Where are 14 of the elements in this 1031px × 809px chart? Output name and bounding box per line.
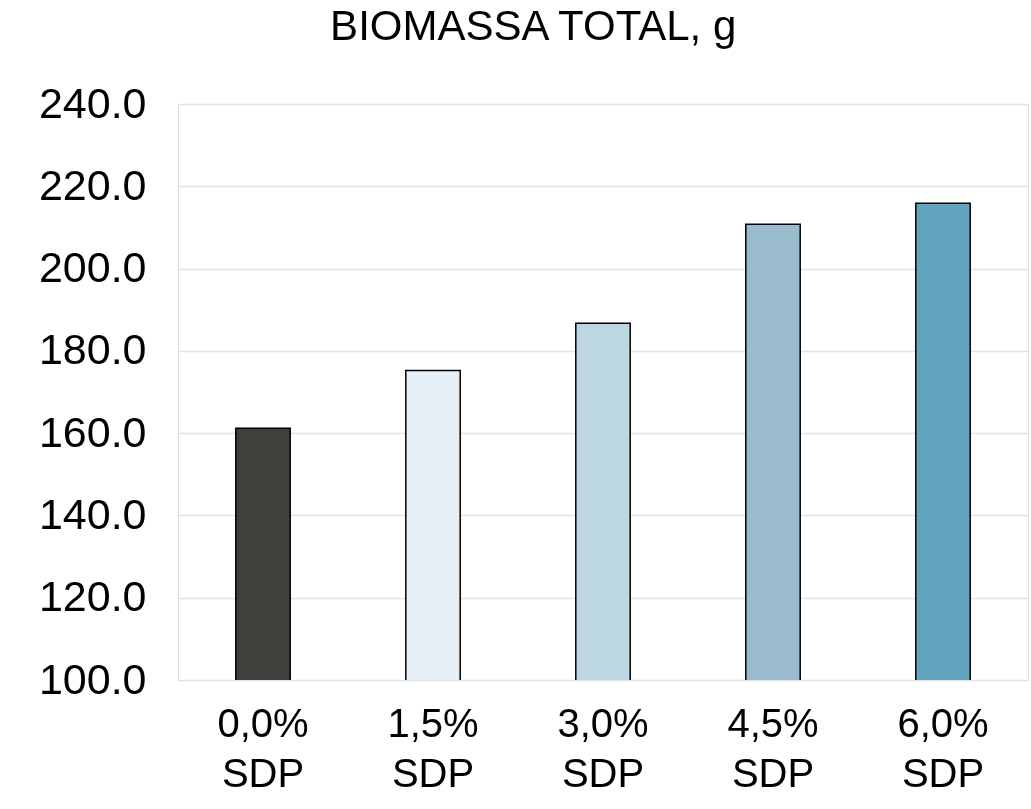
y-tick-label: 160.0 — [38, 407, 147, 456]
y-tick-label: 200.0 — [38, 243, 147, 292]
x-tick-label: 6,0% SDP — [897, 700, 989, 795]
x-tick-label: 3,0% SDP — [557, 700, 649, 795]
chart-title: BIOMASSA TOTAL, g — [330, 2, 737, 49]
x-tick-label: 0,0% SDP — [217, 700, 309, 795]
y-tick-label: 180.0 — [38, 325, 147, 374]
y-tick-label: 220.0 — [38, 160, 147, 209]
y-tick-label: 240.0 — [38, 78, 147, 127]
x-tick-label: 1,5% SDP — [387, 700, 479, 795]
y-tick-label: 100.0 — [38, 654, 147, 703]
x-tick-label: 4,5% SDP — [727, 700, 819, 795]
y-tick-label: 140.0 — [38, 489, 147, 538]
y-tick-label: 120.0 — [38, 572, 147, 621]
